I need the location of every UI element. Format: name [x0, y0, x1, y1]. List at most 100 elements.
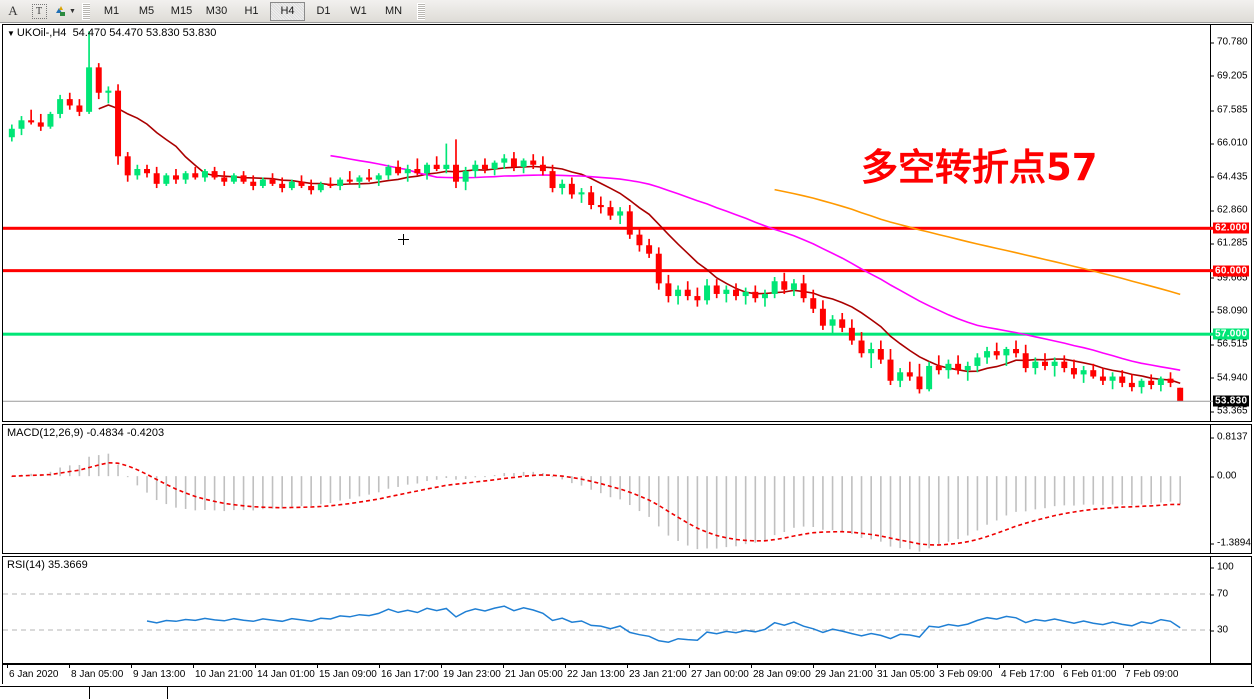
macd-histogram-bar: [937, 476, 940, 546]
macd-histogram-bar: [78, 464, 81, 477]
macd-histogram-bar: [860, 476, 863, 538]
timeframe-button-m15[interactable]: M15: [170, 5, 193, 17]
toolbar-grip-right[interactable]: [417, 2, 425, 20]
price-tick: 54.940: [1211, 372, 1248, 383]
macd-histogram-bar: [397, 476, 399, 487]
macd-histogram-bar: [406, 476, 409, 485]
macd-histogram-bar: [918, 476, 921, 552]
macd-histogram-bar: [271, 476, 274, 509]
label-tool-icon[interactable]: T: [26, 1, 52, 21]
rsi-plot-area[interactable]: RSI(14) 35.3669: [3, 557, 1213, 663]
symbol-header: ▼ UKOil-,H4 54.470 54.470 53.830 53.830: [7, 27, 216, 39]
price-tick: 70.780: [1211, 37, 1248, 48]
macd-histogram-bar: [146, 476, 148, 493]
price-tick: 56.515: [1211, 339, 1248, 350]
macd-histogram-bar: [300, 476, 303, 507]
macd-histogram-bar: [1082, 476, 1085, 505]
time-tick: [627, 665, 628, 668]
price-level-lines: [3, 226, 1213, 336]
macd-tick: 0.00: [1211, 471, 1236, 482]
macd-histogram-bar: [667, 476, 670, 536]
macd-histogram-bar: [696, 476, 699, 550]
macd-histogram-bar: [1053, 476, 1056, 507]
macd-histogram-bar: [348, 476, 351, 499]
macd-histogram-bar: [513, 473, 515, 477]
timeframe-button-m5[interactable]: M5: [138, 5, 155, 17]
macd-histogram-bar: [532, 471, 535, 477]
price-tick: 66.010: [1211, 138, 1248, 149]
timeframe-group: M1 M5 M15 M30 H1 H4 D1 W1 MN: [94, 1, 411, 21]
macd-histogram-bar: [1160, 476, 1162, 503]
macd-histogram-bar: [735, 476, 737, 547]
macd-histogram-bar: [870, 476, 872, 540]
macd-histogram-bar: [474, 476, 477, 478]
macd-histogram-bar: [194, 476, 197, 511]
macd-histogram-bar: [1024, 476, 1027, 512]
time-axis-label: 6 Jan 2020: [9, 669, 59, 680]
price-tick: 61.285: [1211, 238, 1248, 249]
ohlc-values: 54.470 54.470 53.830 53.830: [72, 27, 217, 39]
time-axis-label: 31 Jan 05:00: [877, 669, 935, 680]
ma-line-80: [774, 188, 1181, 296]
time-axis-label: 3 Feb 09:00: [939, 669, 993, 680]
timeframe-button-d1[interactable]: D1: [316, 5, 331, 17]
macd-histogram-bar: [1005, 476, 1008, 516]
macd-histogram-bar: [377, 476, 380, 493]
macd-histogram-bar: [310, 476, 312, 506]
macd-histogram-bar: [1044, 476, 1046, 509]
time-tick: [379, 665, 380, 668]
status-cell-1: [0, 687, 90, 699]
price-plot-area[interactable]: ▼ UKOil-,H4 54.470 54.470 53.830 53.830 多…: [3, 25, 1213, 421]
moving-average-lines: [98, 104, 1181, 384]
macd-histogram-bar: [126, 476, 129, 478]
macd-panel[interactable]: MACD(12,26,9) -0.4834 -0.4203 0.8137 0.00…: [2, 424, 1252, 554]
price-level-line-62.000: [3, 226, 1213, 230]
time-axis-label: 8 Jan 05:00: [71, 669, 124, 680]
text-tool-icon[interactable]: A: [8, 3, 18, 18]
macd-histogram-bar: [551, 476, 554, 478]
price-badge-57.000[interactable]: 57.000: [1213, 328, 1250, 340]
macd-histogram-bar: [107, 453, 110, 477]
macd-histogram-bar: [571, 476, 573, 484]
timeframe-button-h4[interactable]: H4: [270, 1, 305, 21]
macd-histogram-bar: [793, 476, 795, 528]
time-tick: [7, 665, 8, 668]
time-tick: [751, 665, 752, 668]
price-badge-62.000[interactable]: 62.000: [1213, 222, 1250, 234]
timeframe-button-mn[interactable]: MN: [384, 5, 403, 17]
rsi-line: [146, 605, 1181, 643]
macd-histogram-bar: [657, 476, 660, 527]
macd-histogram-bar: [648, 476, 650, 517]
time-axis-label: 27 Jan 00:00: [691, 669, 749, 680]
price-badge-60.000[interactable]: 60.000: [1213, 265, 1250, 277]
rsi-panel[interactable]: RSI(14) 35.3669 100 70 30: [2, 556, 1252, 664]
macd-histogram-bar: [966, 476, 969, 536]
price-chart-panel[interactable]: ▼ UKOil-,H4 54.470 54.470 53.830 53.830 多…: [2, 24, 1252, 422]
rsi-label: RSI(14) 35.3669: [7, 559, 88, 571]
macd-histogram-bar: [619, 476, 621, 500]
macd-histogram-bar: [136, 476, 139, 486]
timeframe-button-m1[interactable]: M1: [103, 5, 120, 17]
rsi-axis[interactable]: 100 70 30: [1210, 557, 1251, 663]
macd-plot-area[interactable]: MACD(12,26,9) -0.4834 -0.4203: [3, 425, 1213, 553]
time-tick: [255, 665, 256, 668]
timeframe-button-w1[interactable]: W1: [350, 5, 367, 17]
time-axis[interactable]: 6 Jan 2020 8 Jan 05:00 9 Jan 13:00 10 Jan 2…: [2, 664, 1252, 684]
toolbar-grip[interactable]: [82, 2, 90, 20]
price-axis[interactable]: 70.780 69.205 67.585 66.010 64.435 62.860 61.2…: [1210, 25, 1251, 421]
price-tick: 53.365: [1211, 406, 1248, 417]
macd-tick: -1.3894: [1211, 538, 1251, 549]
macd-histogram-bar: [416, 476, 419, 484]
timeframe-button-h1[interactable]: H1: [244, 5, 259, 17]
macd-histogram-bar: [909, 476, 911, 550]
macd-axis[interactable]: 0.8137 0.00 -1.3894: [1210, 425, 1251, 553]
macd-histogram-bar: [976, 476, 979, 531]
macd-histogram-bar: [600, 476, 602, 494]
macd-histogram-bar: [223, 476, 226, 512]
price-badge-53.830[interactable]: 53.830: [1213, 395, 1250, 407]
macd-histogram-bar: [435, 476, 438, 480]
timeframe-button-m30[interactable]: M30: [205, 5, 228, 17]
status-cell-3: [168, 687, 1254, 699]
collapse-caret-icon[interactable]: ▼: [7, 29, 15, 38]
objects-dropdown-icon[interactable]: ▼: [52, 1, 78, 21]
